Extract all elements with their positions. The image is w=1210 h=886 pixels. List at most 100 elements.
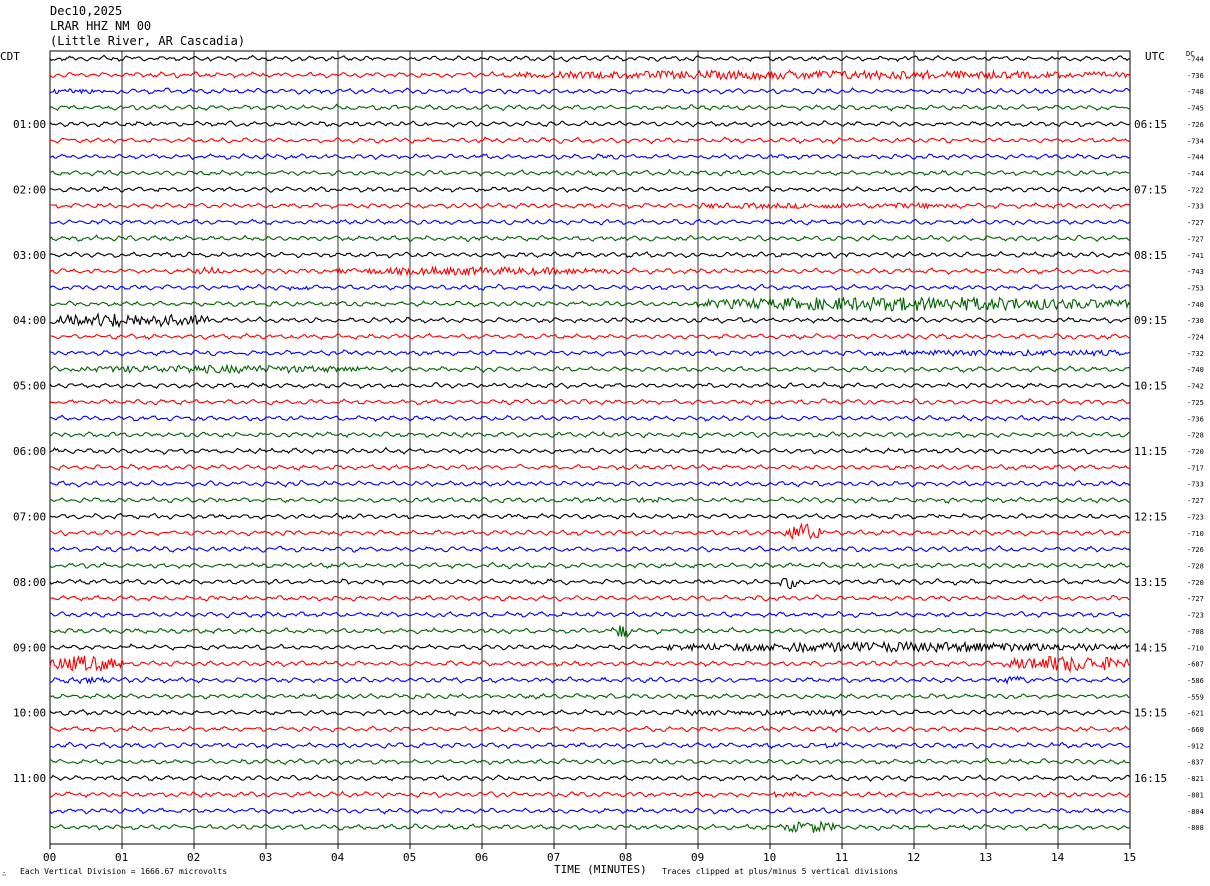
left-hour-label: 05:00 <box>13 380 46 393</box>
trace-line <box>49 741 1131 750</box>
right-hour-label: 13:15 <box>1134 576 1167 589</box>
x-tick-label: 11 <box>835 851 848 864</box>
left-hour-label: 03:00 <box>13 249 46 262</box>
left-hour-label: 10:00 <box>13 707 46 720</box>
trace-line <box>49 68 1131 82</box>
corner-mark: ∴ <box>2 870 6 878</box>
trace-line <box>49 790 1131 799</box>
trace-line <box>49 136 1131 145</box>
right-hour-label: 16:15 <box>1134 772 1167 785</box>
dc-offset-label: -733 <box>1187 203 1204 211</box>
x-tick-label: 01 <box>115 851 128 864</box>
right-hour-label: 09:15 <box>1134 314 1167 327</box>
trace-line <box>49 120 1131 128</box>
trace-line <box>49 774 1131 782</box>
dc-offset-label: -741 <box>1187 252 1204 260</box>
x-tick-label: 03 <box>259 851 272 864</box>
trace-line <box>49 218 1131 226</box>
trace-line <box>49 512 1131 520</box>
dc-offset-label: -744 <box>1187 154 1204 162</box>
dc-offset-label: -744 <box>1187 170 1204 178</box>
dc-offset-label: -710 <box>1187 644 1204 652</box>
dc-offset-label: -743 <box>1187 268 1204 276</box>
x-tick-label: 13 <box>979 851 992 864</box>
dc-offset-label: -732 <box>1187 350 1204 358</box>
dc-offset-label: -744 <box>1187 56 1204 64</box>
dc-offset-label: -720 <box>1187 448 1204 456</box>
dc-offset-label: -660 <box>1187 726 1204 734</box>
trace-line <box>49 103 1131 112</box>
right-hour-label: 14:15 <box>1134 641 1167 654</box>
dc-offset-label: -687 <box>1187 661 1204 669</box>
dc-offset-label: -727 <box>1187 497 1204 505</box>
left-hour-label: 02:00 <box>13 183 46 196</box>
trace-line <box>49 594 1131 602</box>
trace-line <box>49 381 1131 390</box>
trace-line <box>49 283 1131 292</box>
trace-line <box>49 463 1130 472</box>
trace-line <box>49 807 1131 815</box>
dc-offset-label: -708 <box>1187 628 1204 636</box>
dc-offset-label: -801 <box>1187 791 1204 799</box>
dc-offset-label: -912 <box>1187 742 1204 750</box>
dc-offset-label: -720 <box>1187 579 1204 587</box>
trace-line <box>50 186 1131 193</box>
trace-line <box>49 414 1131 422</box>
dc-offset-label: -723 <box>1187 513 1204 521</box>
trace-line <box>49 363 1131 375</box>
dc-offset-label: -722 <box>1187 186 1204 194</box>
trace-line <box>49 675 1131 685</box>
plot-grid <box>49 50 1131 845</box>
x-tick-label: 06 <box>475 851 488 864</box>
trace-line <box>49 496 1131 504</box>
left-hour-label: 09:00 <box>13 641 46 654</box>
right-hour-label: 06:15 <box>1134 118 1167 131</box>
trace-line <box>49 201 1131 210</box>
x-tick-label: 15 <box>1123 851 1136 864</box>
trace-line <box>49 522 1131 540</box>
dc-offset-label: -733 <box>1187 481 1204 489</box>
dc-offset-label: -728 <box>1187 432 1204 440</box>
trace-line <box>49 654 1131 674</box>
dc-offset-label: -727 <box>1187 595 1204 603</box>
trace-line <box>49 234 1131 243</box>
right-hour-label: 07:15 <box>1134 183 1167 196</box>
dc-offset-label: -710 <box>1187 530 1204 538</box>
left-hour-label: 07:00 <box>13 510 46 523</box>
trace-line <box>49 54 1131 63</box>
dc-offset-label: -586 <box>1187 677 1204 685</box>
dc-offset-label: -742 <box>1187 383 1204 391</box>
date-label: Dec10,2025 <box>50 4 123 18</box>
axis-group: 00 01 02 03 04 05 06 07 08 09 10 11 12 13 14 15 -744 -736… <box>2 56 1204 879</box>
trace-line <box>49 561 1131 570</box>
dc-offset-label: -726 <box>1187 546 1204 554</box>
dc-offset-label: -726 <box>1187 121 1204 129</box>
x-tick-label: 12 <box>907 851 920 864</box>
clip-note: Traces clipped at plus/minus 5 vertical … <box>662 867 898 876</box>
station-label: LRAR HHZ NM 00 <box>50 19 152 33</box>
dc-offset-label: -727 <box>1187 219 1204 227</box>
right-hour-label: 12:15 <box>1134 510 1167 523</box>
x-tick-label: 07 <box>547 851 560 864</box>
trace-line <box>49 577 1131 590</box>
dc-offset-label: -724 <box>1187 334 1204 342</box>
trace-line <box>49 312 1131 329</box>
trace-line <box>49 708 1131 718</box>
vertical-division-note: Each Vertical Division = 1666.67 microvo… <box>20 867 227 876</box>
x-tick-label: 00 <box>43 851 56 864</box>
trace-line <box>49 251 1131 259</box>
dc-offset-label: -748 <box>1187 88 1204 96</box>
trace-line <box>49 295 1131 313</box>
trace-line <box>50 757 1131 766</box>
trace-line <box>49 446 1131 455</box>
dc-offset-label: -621 <box>1187 710 1204 718</box>
trace-line <box>49 640 1131 654</box>
dc-label: DC <box>1186 50 1194 58</box>
dc-offset-label: -727 <box>1187 235 1204 243</box>
trace-line <box>49 87 1131 95</box>
x-tick-label: 04 <box>331 851 345 864</box>
dc-offset-label: -821 <box>1187 775 1204 783</box>
dc-offset-label: -730 <box>1187 317 1204 325</box>
left-hour-label: 11:00 <box>13 772 46 785</box>
dc-offset-label: -717 <box>1187 464 1204 472</box>
